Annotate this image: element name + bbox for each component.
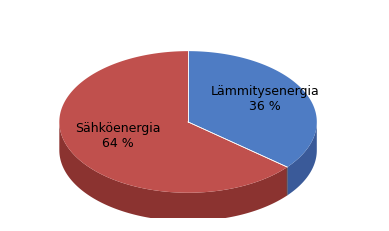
Polygon shape <box>60 122 287 221</box>
Text: Sähköenergia
64 %: Sähköenergia 64 % <box>75 122 160 150</box>
Text: Lämmitysenergia
36 %: Lämmitysenergia 36 % <box>210 85 319 113</box>
Polygon shape <box>60 51 287 193</box>
Polygon shape <box>287 122 317 195</box>
Polygon shape <box>188 51 317 167</box>
